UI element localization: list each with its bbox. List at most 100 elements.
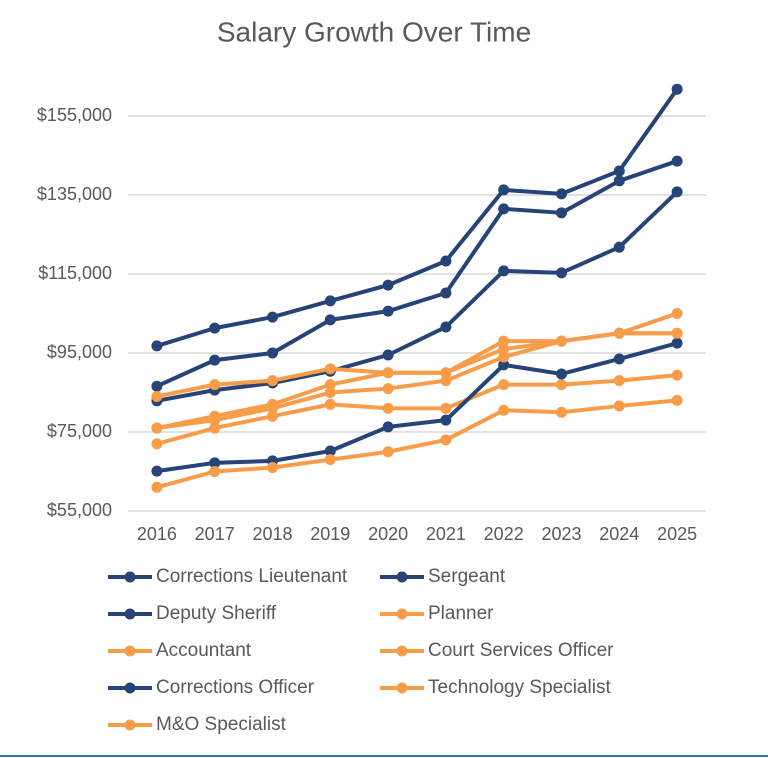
legend-label: Court Services Officer: [428, 640, 614, 661]
legend-label: Planner: [428, 603, 494, 624]
legend-marker: [124, 719, 136, 731]
legend-marker: [124, 608, 136, 620]
point: [267, 311, 278, 323]
legend-marker: [396, 571, 408, 583]
point: [498, 379, 510, 391]
point: [671, 337, 683, 349]
y-tick-label: $115,000: [38, 263, 112, 283]
legend-label: Technology Specialist: [428, 677, 611, 698]
series-line: [156, 341, 678, 474]
point: [267, 462, 278, 474]
series-line: [156, 373, 678, 446]
point: [613, 400, 625, 412]
legend-marker: [124, 645, 136, 657]
point: [324, 398, 336, 410]
point: [324, 445, 336, 457]
series-line: [156, 331, 678, 431]
point: [613, 241, 625, 253]
point: [556, 207, 567, 219]
point: [324, 363, 336, 375]
series-line: [156, 190, 679, 403]
chart-title: Salary Growth Over Time: [217, 16, 531, 47]
point: [556, 379, 567, 391]
point: [382, 383, 394, 395]
series-line: [156, 159, 678, 389]
point: [382, 402, 394, 414]
x-tick-label: 2018: [252, 524, 292, 544]
point: [267, 402, 278, 414]
point: [151, 380, 163, 392]
point: [382, 421, 394, 433]
point: [613, 175, 625, 187]
point: [382, 305, 394, 317]
point: [556, 406, 567, 418]
y-tick-label: $155,000: [37, 105, 112, 125]
legend-label: Deputy Sheriff: [156, 603, 277, 624]
y-tick-label: $75,000: [47, 421, 112, 441]
point: [498, 184, 510, 196]
legend-label: M&O Specialist: [156, 714, 287, 735]
point: [267, 375, 278, 387]
point: [671, 327, 683, 339]
point: [440, 434, 452, 446]
series-line: [156, 398, 678, 490]
legend-marker: [396, 682, 408, 694]
point: [324, 454, 336, 466]
point: [324, 387, 336, 399]
point: [382, 367, 394, 379]
legend-label: Corrections Lieutenant: [156, 566, 348, 587]
point: [613, 327, 625, 339]
y-tick-label: $55,000: [47, 500, 112, 520]
point: [324, 295, 336, 307]
legend-marker: [124, 571, 136, 583]
point: [267, 410, 278, 422]
x-tick-label: 2025: [657, 524, 697, 544]
x-tick-label: 2020: [368, 524, 408, 544]
legend-label: Accountant: [156, 640, 252, 661]
x-tick-label: 2024: [599, 524, 639, 544]
point: [498, 351, 510, 363]
point: [151, 390, 163, 402]
point: [267, 347, 278, 359]
point: [440, 287, 452, 299]
point: [440, 321, 452, 333]
point: [440, 402, 452, 414]
point: [671, 308, 683, 320]
point: [671, 83, 683, 95]
point: [209, 414, 221, 426]
legend-marker: [396, 645, 408, 657]
point: [382, 446, 394, 458]
point: [440, 414, 452, 426]
legend-label: Sergeant: [428, 566, 506, 587]
x-tick-label: 2016: [137, 524, 177, 544]
legend-marker: [396, 608, 408, 620]
point: [151, 465, 163, 477]
point: [440, 367, 452, 379]
point: [556, 267, 567, 279]
point: [671, 155, 683, 167]
y-tick-label: $95,000: [47, 342, 112, 362]
x-tick-label: 2021: [426, 524, 466, 544]
point: [671, 369, 683, 381]
point: [324, 379, 336, 391]
point: [382, 349, 394, 361]
point: [498, 404, 510, 416]
x-tick-label: 2022: [484, 524, 524, 544]
point: [151, 438, 163, 450]
x-tick-label: 2017: [195, 524, 235, 544]
point: [613, 375, 625, 387]
point: [498, 343, 510, 355]
point: [671, 394, 683, 406]
x-tick-label: 2019: [310, 524, 350, 544]
point: [209, 422, 221, 434]
point: [324, 314, 336, 326]
point: [440, 255, 452, 267]
point: [556, 368, 567, 380]
point: [151, 481, 163, 493]
point: [613, 165, 625, 177]
point: [209, 466, 221, 478]
point: [209, 379, 221, 391]
x-tick-label: 2023: [541, 524, 581, 544]
